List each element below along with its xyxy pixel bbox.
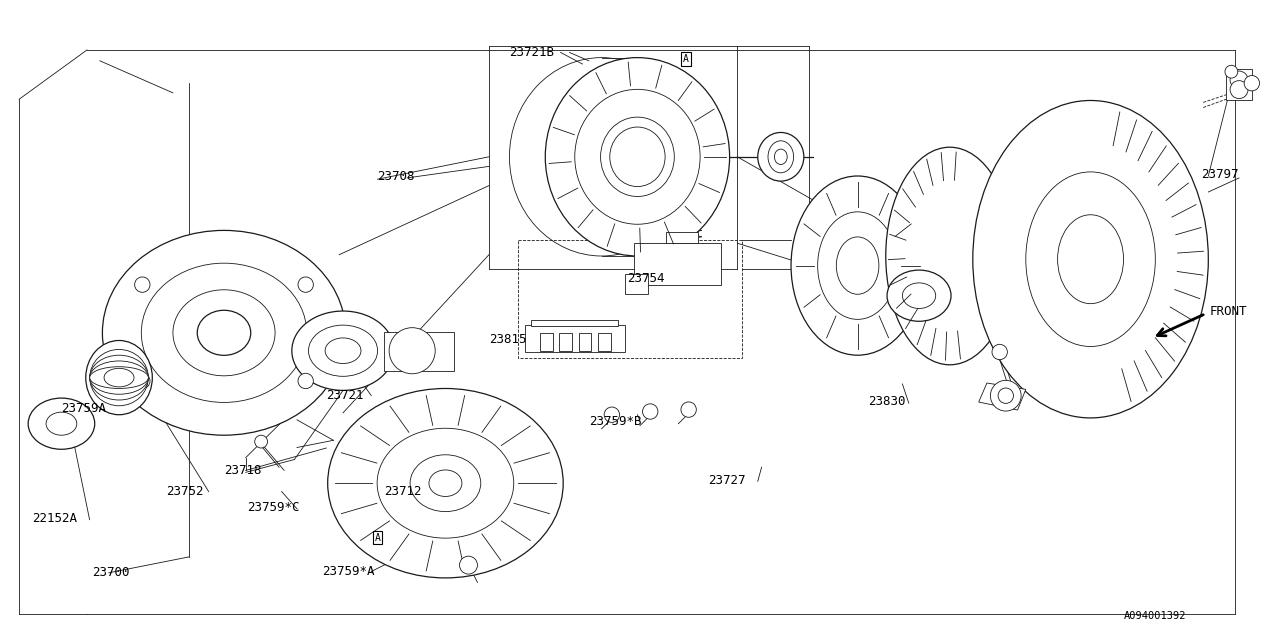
Text: A: A [375,532,380,543]
Circle shape [298,373,314,388]
Polygon shape [979,383,1025,410]
Ellipse shape [197,310,251,355]
Ellipse shape [758,132,804,181]
Text: 23754: 23754 [627,272,664,285]
Bar [579,333,591,351]
Ellipse shape [886,147,1014,365]
Bar [666,232,698,243]
Circle shape [134,277,150,292]
Circle shape [1230,71,1248,89]
Ellipse shape [28,398,95,449]
Text: 23708: 23708 [378,170,415,182]
Circle shape [1230,81,1248,99]
Ellipse shape [768,141,794,173]
Text: 23815: 23815 [489,333,526,346]
Circle shape [134,373,150,388]
Text: 23752: 23752 [166,485,204,498]
Text: A094001392: A094001392 [1124,611,1187,621]
Bar [559,333,572,351]
Ellipse shape [102,230,346,435]
Text: 23759*B: 23759*B [589,415,641,428]
Text: 23700: 23700 [92,566,129,579]
Ellipse shape [308,325,378,376]
Ellipse shape [774,149,787,164]
Ellipse shape [104,368,134,387]
Ellipse shape [325,338,361,364]
Bar [525,325,625,352]
Ellipse shape [1057,215,1124,303]
Circle shape [389,328,435,374]
Text: 23721: 23721 [326,389,364,402]
Circle shape [298,277,314,292]
Circle shape [1225,65,1238,78]
Circle shape [604,407,620,422]
Ellipse shape [818,212,897,319]
Circle shape [1244,76,1260,91]
Text: 23759*C: 23759*C [247,501,300,514]
Ellipse shape [609,127,666,187]
Ellipse shape [141,263,307,403]
Text: 23759*A: 23759*A [323,565,375,578]
Text: 23759A: 23759A [61,402,106,415]
Ellipse shape [90,367,148,388]
Bar [540,333,553,351]
Bar [625,274,648,294]
Text: A: A [684,54,689,64]
Ellipse shape [887,270,951,321]
Ellipse shape [545,58,730,256]
Ellipse shape [600,117,675,196]
Ellipse shape [90,349,148,406]
Circle shape [998,388,1014,403]
Circle shape [991,380,1021,411]
Text: 23721B: 23721B [509,46,554,59]
Ellipse shape [973,100,1208,418]
Ellipse shape [328,388,563,578]
Text: 23727: 23727 [708,474,745,486]
Ellipse shape [292,311,394,390]
Ellipse shape [902,283,936,308]
Circle shape [643,404,658,419]
Ellipse shape [90,355,148,400]
Bar [531,320,618,326]
Ellipse shape [1025,172,1156,346]
Circle shape [681,402,696,417]
Bar [634,243,721,285]
Circle shape [255,435,268,448]
Text: 23718: 23718 [224,464,261,477]
Text: 23712: 23712 [384,485,421,498]
Bar [1226,69,1252,100]
Ellipse shape [791,176,924,355]
Ellipse shape [86,340,152,415]
Circle shape [992,344,1007,360]
Ellipse shape [378,428,513,538]
Text: FRONT: FRONT [1210,305,1247,318]
Bar [598,333,611,351]
Ellipse shape [410,455,481,511]
Ellipse shape [575,90,700,224]
Circle shape [460,556,477,574]
Text: 22152A: 22152A [32,512,77,525]
Text: 23797: 23797 [1201,168,1238,180]
Ellipse shape [429,470,462,497]
Ellipse shape [836,237,879,294]
Text: 23830: 23830 [868,396,905,408]
Polygon shape [384,332,454,371]
Ellipse shape [173,290,275,376]
Ellipse shape [46,412,77,435]
Ellipse shape [90,361,148,394]
